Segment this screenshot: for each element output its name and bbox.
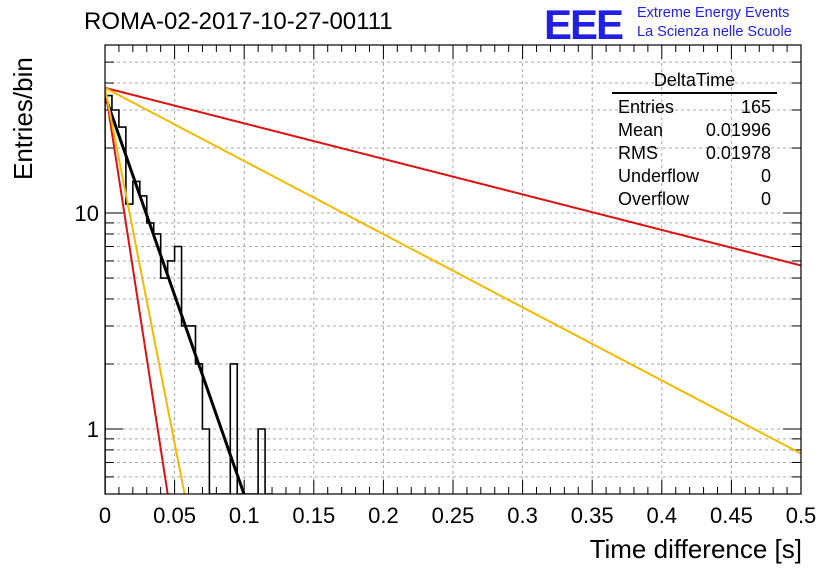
chart-title: ROMA-02-2017-10-27-00111 [84, 8, 393, 35]
x-tick-label: 0.2 [368, 503, 399, 528]
histogram-bin [105, 96, 112, 494]
stats-value: 0 [760, 189, 771, 209]
x-tick-label: 0 [99, 503, 111, 528]
x-tick-label: 0.4 [647, 503, 678, 528]
x-tick-label: 0.35 [571, 503, 614, 528]
histogram-bin [140, 196, 147, 494]
x-tick-label: 0.25 [432, 503, 475, 528]
fit-curve [105, 86, 801, 267]
fit-curve [105, 95, 246, 494]
plot-frame [104, 44, 802, 495]
stats-value: 0.01996 [705, 120, 771, 140]
x-tick-label: 0.3 [507, 503, 538, 528]
stats-label: Entries [618, 97, 675, 117]
stats-label: RMS [618, 143, 658, 163]
x-tick-label: 0.15 [292, 503, 335, 528]
logo-line-1: Extreme Energy Events [637, 5, 790, 21]
stats-row-rms: RMS 0.01978 [612, 142, 777, 165]
stats-value: 165 [740, 97, 771, 117]
stats-label: Overflow [618, 189, 690, 209]
stats-label: Mean [618, 120, 664, 140]
histogram-bin [147, 223, 154, 494]
stats-box: DeltaTime Entries 165 Mean 0.01996 RMS 0… [612, 70, 777, 211]
histogram-bin [133, 181, 140, 494]
stats-title: DeltaTime [612, 70, 777, 94]
x-tick-label: 0.5 [786, 503, 817, 528]
histogram-bin [182, 326, 189, 494]
stats-label: Underflow [618, 166, 700, 186]
x-tick-label: 0.1 [229, 503, 260, 528]
stats-row-overflow: Overflow 0 [612, 188, 777, 211]
stats-row-entries: Entries 165 [612, 96, 777, 119]
x-axis-label: Time difference [s] [589, 534, 802, 564]
stats-value: 0 [760, 166, 771, 186]
stats-row-mean: Mean 0.01996 [612, 119, 777, 142]
x-tick-label: 0.05 [153, 503, 196, 528]
histogram-outline [105, 94, 273, 494]
logo-line-2: La Scienza nelle Scuole [637, 24, 792, 40]
y-tick-label: 10 [75, 201, 99, 226]
y-tick-label: 1 [87, 417, 99, 442]
fit-curve [105, 87, 169, 494]
fit-curve [105, 86, 801, 455]
stats-value: 0.01978 [705, 143, 771, 163]
stats-row-underflow: Underflow 0 [612, 165, 777, 188]
fit-curve [105, 87, 186, 494]
x-tick-label: 0.45 [710, 503, 753, 528]
eee-logo: EEE [544, 1, 624, 48]
y-axis-label: Entries/bin [8, 57, 38, 180]
